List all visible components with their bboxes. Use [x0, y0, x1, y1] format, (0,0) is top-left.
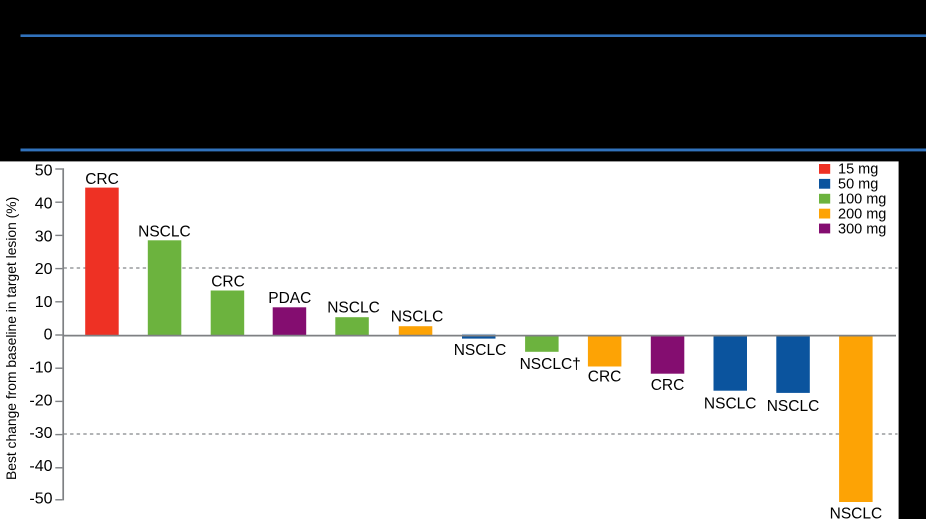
svg-text:-50: -50 — [29, 491, 52, 508]
svg-text:50: 50 — [35, 163, 53, 180]
svg-text:Best change from baseline in t: Best change from baseline in target lesi… — [3, 197, 19, 480]
svg-text:100 mg: 100 mg — [838, 192, 886, 208]
svg-text:-20: -20 — [29, 392, 52, 409]
svg-text:CRC: CRC — [85, 171, 119, 188]
svg-text:200 mg: 200 mg — [838, 206, 886, 222]
svg-text:NSCLC: NSCLC — [391, 309, 444, 326]
svg-text:CRC: CRC — [651, 377, 685, 394]
svg-text:300 mg: 300 mg — [838, 221, 886, 237]
svg-text:NSCLC†: NSCLC† — [520, 356, 581, 373]
svg-text:NSCLC: NSCLC — [327, 299, 380, 316]
svg-text:-30: -30 — [29, 425, 52, 442]
svg-text:NSCLC: NSCLC — [830, 505, 883, 519]
svg-text:NSCLC: NSCLC — [454, 342, 507, 359]
svg-text:20: 20 — [35, 261, 53, 278]
svg-text:40: 40 — [35, 196, 53, 213]
svg-text:30: 30 — [35, 228, 53, 245]
svg-text:NSCLC: NSCLC — [767, 398, 820, 415]
svg-text:CRC: CRC — [588, 369, 622, 386]
svg-text:NSCLC: NSCLC — [704, 395, 757, 412]
svg-text:PDAC: PDAC — [268, 290, 311, 307]
svg-text:15 mg: 15 mg — [838, 162, 878, 178]
svg-text:-40: -40 — [29, 458, 52, 475]
svg-text:CRC: CRC — [211, 273, 245, 290]
svg-text:-10: -10 — [29, 360, 52, 377]
svg-text:10: 10 — [35, 294, 53, 311]
svg-text:0: 0 — [44, 327, 53, 344]
svg-text:NSCLC: NSCLC — [138, 223, 191, 240]
svg-text:50 mg: 50 mg — [838, 177, 878, 193]
